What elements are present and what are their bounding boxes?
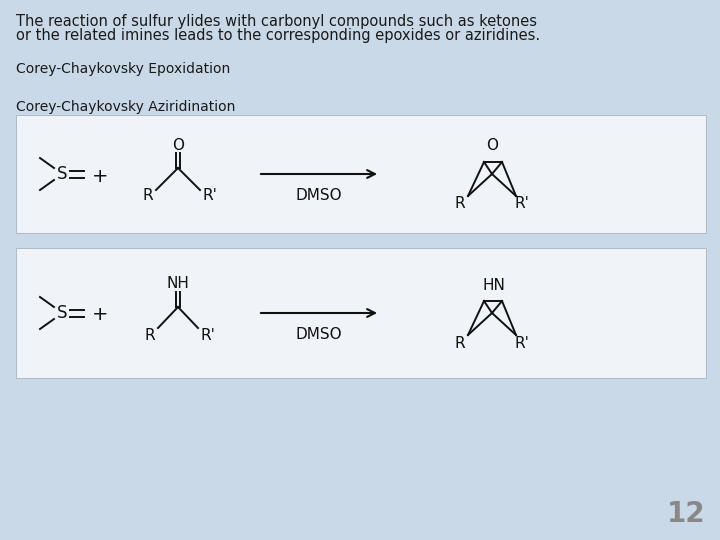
- Text: R: R: [145, 327, 156, 342]
- Text: DMSO: DMSO: [296, 327, 342, 342]
- Text: S: S: [57, 304, 67, 322]
- Text: S: S: [57, 165, 67, 183]
- Text: DMSO: DMSO: [296, 188, 342, 203]
- Text: R: R: [143, 188, 153, 204]
- Text: The reaction of sulfur ylides with carbonyl compounds such as ketones: The reaction of sulfur ylides with carbo…: [16, 14, 537, 29]
- Text: or the related imines leads to the corresponding epoxides or aziridines.: or the related imines leads to the corre…: [16, 28, 540, 43]
- Text: R: R: [455, 197, 465, 212]
- Bar: [16, 115, 706, 233]
- Text: O: O: [486, 138, 498, 153]
- Text: Corey-Chaykovsky Aziridination: Corey-Chaykovsky Aziridination: [16, 100, 235, 114]
- Text: +: +: [91, 306, 108, 325]
- Text: R': R': [202, 188, 217, 204]
- Text: +: +: [91, 166, 108, 186]
- Text: R: R: [455, 335, 465, 350]
- Text: 12: 12: [667, 500, 706, 528]
- Text: Corey-Chaykovsky Epoxidation: Corey-Chaykovsky Epoxidation: [16, 62, 230, 76]
- Text: O: O: [172, 138, 184, 153]
- Text: NH: NH: [166, 275, 189, 291]
- Text: R': R': [515, 335, 529, 350]
- Text: R': R': [201, 327, 215, 342]
- Bar: [16, 248, 706, 378]
- Text: R': R': [515, 197, 529, 212]
- Text: HN: HN: [482, 278, 505, 293]
